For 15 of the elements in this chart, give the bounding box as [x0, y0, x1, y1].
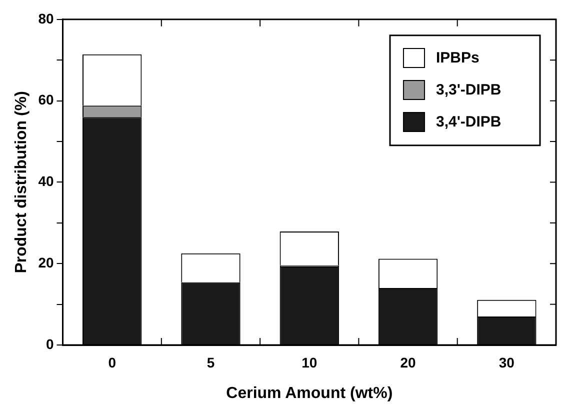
- y-tick-label: 20: [38, 254, 54, 270]
- legend-label: 3,4'-DIPB: [436, 114, 502, 131]
- x-tick-label: 0: [108, 354, 116, 370]
- x-tick-label: 5: [206, 354, 215, 370]
- legend-label: IPBPs: [436, 50, 480, 67]
- x-tick-label: 30: [498, 354, 515, 370]
- y-tick-label: 60: [38, 92, 54, 108]
- legend-label: 3,3'-DIPB: [436, 82, 502, 99]
- y-tick-label: 80: [38, 10, 54, 26]
- y-axis-title: Product distribution (%): [13, 91, 30, 274]
- y-tick-label: 40: [38, 173, 54, 190]
- x-tick-label: 20: [400, 354, 416, 370]
- x-tick-label: 10: [302, 354, 318, 370]
- x-axis-title: Cerium Amount (wt%): [226, 384, 393, 402]
- y-tick-label: 0: [46, 336, 54, 352]
